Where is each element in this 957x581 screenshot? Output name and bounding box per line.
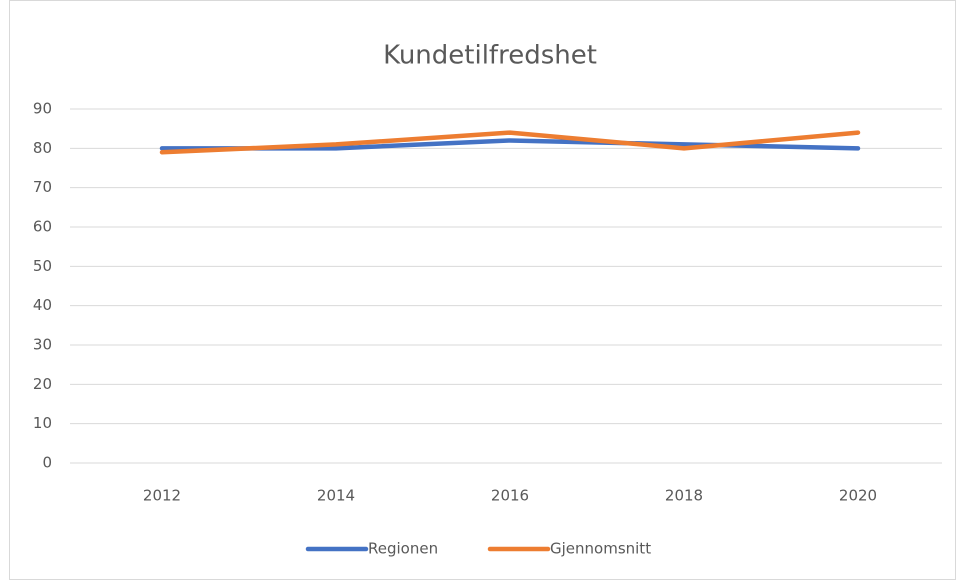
x-tick-label: 2014 [317, 487, 355, 505]
chart-border [9, 0, 956, 580]
x-tick-label: 2016 [491, 487, 529, 505]
y-tick-label: 60 [33, 218, 52, 236]
y-tick-label: 0 [42, 454, 52, 472]
y-tick-label: 40 [33, 296, 52, 314]
x-tick-label: 2012 [143, 487, 181, 505]
y-tick-label: 80 [33, 139, 52, 157]
x-tick-label: 2018 [665, 487, 703, 505]
y-tick-label: 70 [33, 178, 52, 196]
y-tick-label: 90 [33, 100, 52, 118]
legend-label: Regionen [368, 540, 438, 558]
y-tick-label: 20 [33, 375, 52, 393]
chart-title: Kundetilfredshet [383, 41, 597, 71]
legend-label: Gjennomsnitt [550, 540, 651, 558]
y-tick-label: 10 [33, 414, 52, 432]
y-tick-label: 50 [33, 257, 52, 275]
y-tick-label: 30 [33, 336, 52, 354]
line-series [159, 130, 861, 155]
x-tick-label: 2020 [839, 487, 877, 505]
